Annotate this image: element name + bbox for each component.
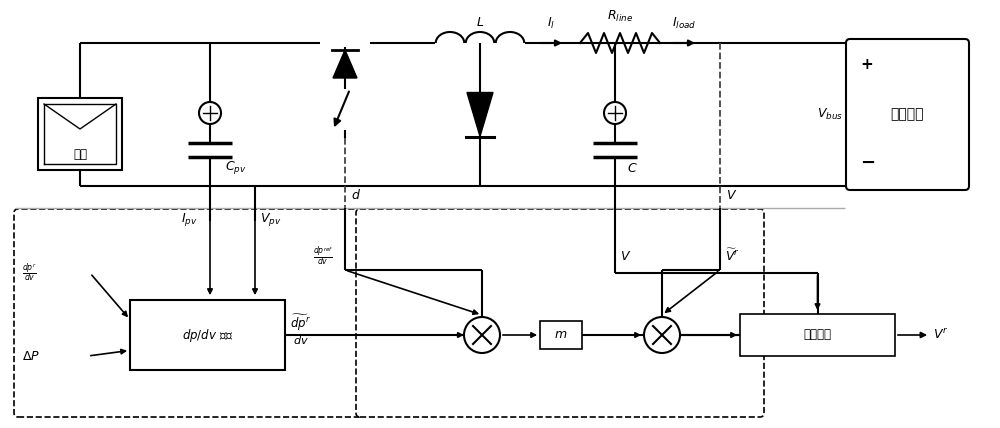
Text: $\Delta P$: $\Delta P$ <box>22 350 40 363</box>
Text: $I_{pv}$: $I_{pv}$ <box>181 211 198 229</box>
Text: $V$: $V$ <box>620 250 631 262</box>
Text: $C_{pv}$: $C_{pv}$ <box>225 160 247 176</box>
FancyBboxPatch shape <box>130 300 285 370</box>
Polygon shape <box>333 50 357 78</box>
Text: $I_l$: $I_l$ <box>547 16 555 31</box>
Text: $dp/dv$ 调节: $dp/dv$ 调节 <box>182 327 233 344</box>
FancyBboxPatch shape <box>740 314 895 356</box>
Text: $\widetilde{dp}^r$: $\widetilde{dp}^r$ <box>290 313 311 333</box>
Text: $\frac{dp^r}{dv}$: $\frac{dp^r}{dv}$ <box>22 262 37 284</box>
FancyBboxPatch shape <box>356 209 764 417</box>
Text: 光伏: 光伏 <box>73 148 87 160</box>
Text: $\widetilde{V}^r$: $\widetilde{V}^r$ <box>725 248 740 264</box>
Text: $L$: $L$ <box>476 16 484 29</box>
Text: $V$: $V$ <box>726 189 737 202</box>
Text: +: + <box>860 57 873 72</box>
Text: $R_{line}$: $R_{line}$ <box>607 9 633 24</box>
Text: $m$: $m$ <box>554 329 568 342</box>
Text: 电压调节: 电压调节 <box>804 329 832 342</box>
FancyBboxPatch shape <box>14 209 362 417</box>
Text: 直流微网: 直流微网 <box>891 107 924 122</box>
Text: $V_{bus}$: $V_{bus}$ <box>817 107 843 122</box>
Text: $\overline{dv}$: $\overline{dv}$ <box>293 333 309 347</box>
FancyBboxPatch shape <box>38 98 122 170</box>
FancyBboxPatch shape <box>540 321 582 349</box>
Text: $C$: $C$ <box>627 161 638 175</box>
Text: $V^r$: $V^r$ <box>933 328 948 342</box>
Text: $I_{load}$: $I_{load}$ <box>672 16 696 31</box>
Text: $d$: $d$ <box>351 188 361 202</box>
Text: $\frac{dp^{ref}}{dv}$: $\frac{dp^{ref}}{dv}$ <box>313 245 333 267</box>
Text: −: − <box>860 154 875 172</box>
FancyBboxPatch shape <box>846 39 969 190</box>
Text: $V_{pv}$: $V_{pv}$ <box>260 211 281 229</box>
Polygon shape <box>467 92 493 137</box>
